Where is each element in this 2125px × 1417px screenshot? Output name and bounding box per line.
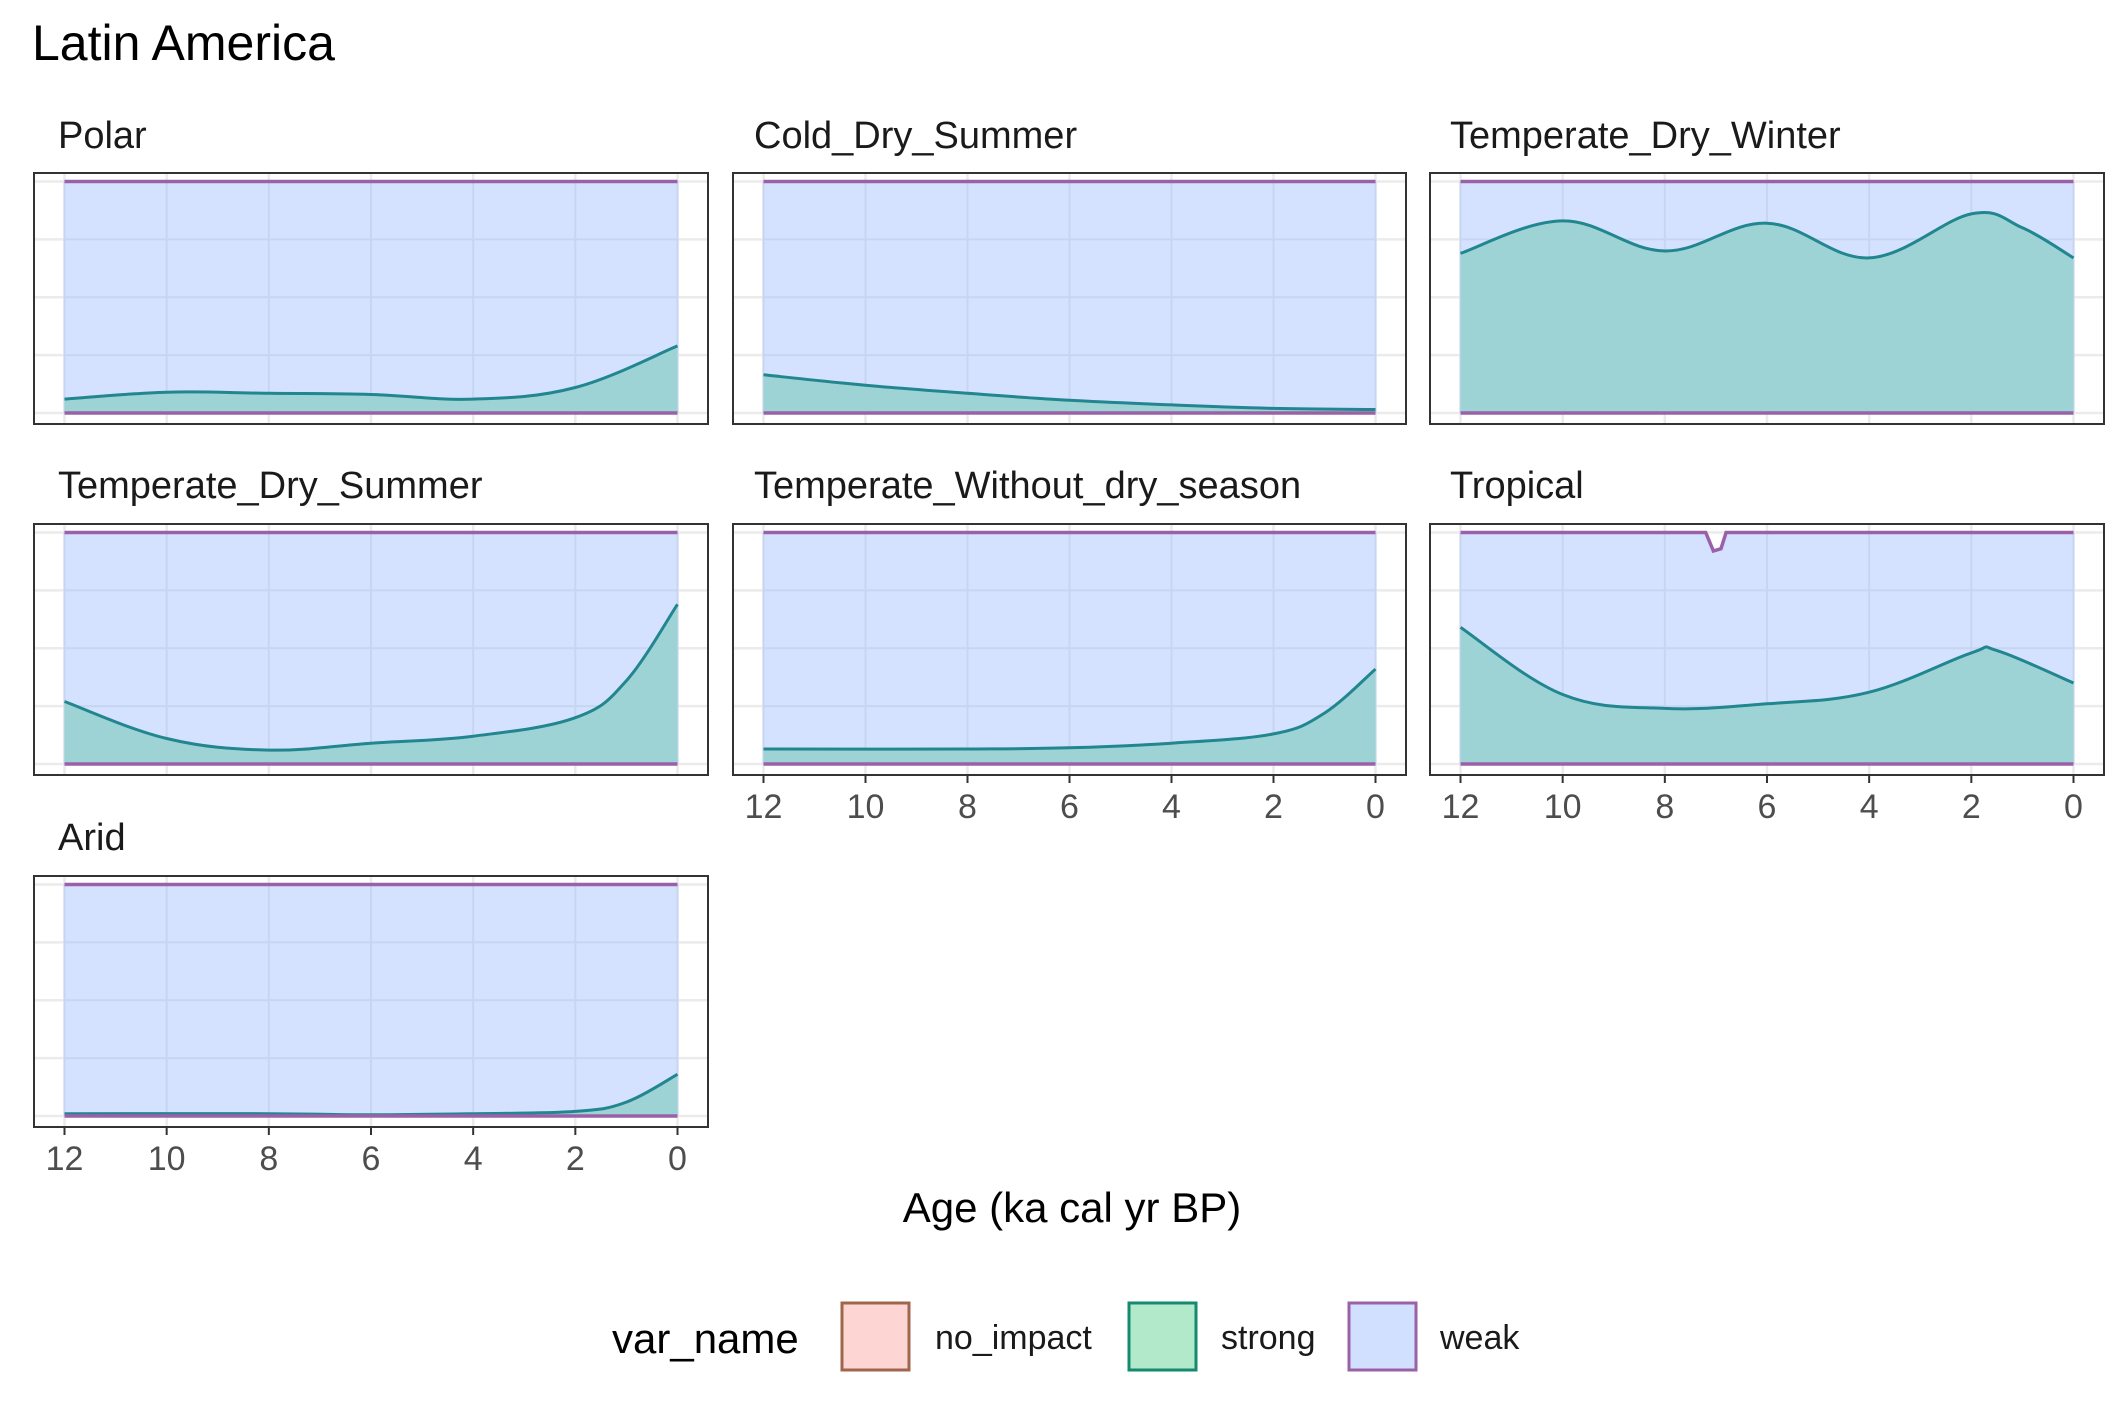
legend-item-weak: weak xyxy=(1347,1301,1520,1372)
facet-label: Temperate_Without_dry_season xyxy=(754,465,1301,507)
facet-tropical: Tropical 12 10 8 6 4 2 0 xyxy=(1429,465,2105,826)
x-tick-label: 2 xyxy=(1962,788,1981,826)
legend-key xyxy=(1127,1301,1198,1372)
strong-area xyxy=(64,604,678,764)
x-tick-label: 10 xyxy=(1544,788,1582,826)
facet-label: Temperate_Dry_Summer xyxy=(58,465,483,507)
facet-label: Cold_Dry_Summer xyxy=(754,115,1077,157)
x-tick-label: 10 xyxy=(847,788,885,826)
x-tick-label: 2 xyxy=(1264,788,1283,826)
x-tick-label: 4 xyxy=(1162,788,1181,826)
facet-polar: Polar xyxy=(33,115,709,425)
x-tick-label: 6 xyxy=(1060,788,1079,826)
facet-arid: Arid 12 10 8 6 4 2 0 xyxy=(33,817,709,1178)
weak-top-line xyxy=(1460,530,2074,554)
legend-label: strong xyxy=(1221,1319,1316,1357)
legend-title: var_name xyxy=(612,1315,799,1362)
facet-temperate-without-dry-season: Temperate_Without_dry_season 12 10 8 6 4 2 0 xyxy=(732,465,1407,826)
strong-line xyxy=(763,373,1376,411)
x-tick-label: 4 xyxy=(1860,788,1879,826)
strong-line xyxy=(763,667,1377,751)
x-tick-label: 0 xyxy=(2064,788,2083,826)
facet-panels: Polar Cold_Dry_Summer Temperate_Dry_Winter… xyxy=(33,115,2105,1178)
facet-label: Arid xyxy=(58,817,126,859)
x-tick-label: 8 xyxy=(259,1140,278,1178)
legend-key xyxy=(1347,1301,1418,1372)
strong-area xyxy=(64,345,678,413)
legend-item-no-impact: no_impact xyxy=(840,1301,1092,1372)
strong-line xyxy=(64,344,679,401)
panel-border xyxy=(732,172,1407,425)
legend-label: weak xyxy=(1439,1319,1520,1357)
x-tick-label: 2 xyxy=(566,1140,585,1178)
x-tick-label: 12 xyxy=(1442,788,1480,826)
panel-border xyxy=(33,523,709,776)
x-tick-label: 8 xyxy=(958,788,977,826)
facet-label: Tropical xyxy=(1450,465,1584,507)
strong-area xyxy=(763,374,1376,413)
x-tick-label: 8 xyxy=(1655,788,1674,826)
strong-area xyxy=(1460,627,2074,764)
x-tick-label: 6 xyxy=(1758,788,1777,826)
strong-area xyxy=(64,1074,678,1116)
strong-line xyxy=(1459,626,2075,711)
x-axis-title: Age (ka cal yr BP) xyxy=(903,1184,1241,1231)
facet-label: Polar xyxy=(58,115,147,157)
legend-item-strong: strong xyxy=(1127,1301,1316,1372)
facet-cold-dry-summer: Cold_Dry_Summer xyxy=(732,115,1407,425)
x-tick-label: 4 xyxy=(464,1140,483,1178)
legend-key xyxy=(840,1301,911,1372)
strong-area xyxy=(1460,212,2074,413)
legend-label: no_impact xyxy=(935,1319,1092,1357)
panel-border xyxy=(33,172,709,425)
panel-border xyxy=(1429,172,2105,425)
facet-label: Temperate_Dry_Winter xyxy=(1450,115,1841,157)
x-tick-label: 0 xyxy=(1366,788,1385,826)
facet-temperate-dry-winter: Temperate_Dry_Winter xyxy=(1429,115,2105,425)
chart-title: Latin America xyxy=(32,15,335,71)
x-tick-label: 0 xyxy=(668,1140,687,1178)
x-tick-label: 12 xyxy=(745,788,783,826)
x-tick-label: 10 xyxy=(148,1140,186,1178)
legend: var_name no_impact strong weak xyxy=(612,1301,1520,1372)
x-tick-label: 6 xyxy=(362,1140,381,1178)
strong-line xyxy=(63,603,679,752)
x-tick-label: 12 xyxy=(46,1140,84,1178)
facet-temperate-dry-summer: Temperate_Dry_Summer xyxy=(33,465,709,776)
strong-line xyxy=(1460,211,2075,260)
